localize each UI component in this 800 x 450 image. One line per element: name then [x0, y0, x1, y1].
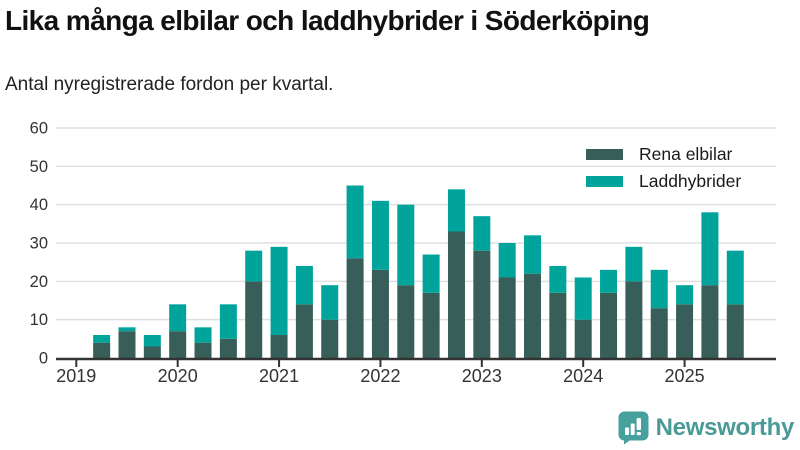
- bar-segment-laddhybrider: [676, 285, 694, 305]
- bar-segment-rena-elbilar: [194, 342, 212, 358]
- y-tick-label: 30: [30, 235, 48, 253]
- bar-segment-rena-elbilar: [549, 292, 567, 358]
- y-tick-label: 0: [39, 350, 48, 368]
- bar-segment-rena-elbilar: [169, 331, 187, 358]
- bar-segment-rena-elbilar: [219, 338, 237, 358]
- bar-segment-laddhybrider: [549, 266, 567, 293]
- bar-segment-rena-elbilar: [726, 304, 744, 358]
- page-subtitle: Antal nyregistrerade fordon per kvartal.: [5, 74, 334, 95]
- bar-segment-laddhybrider: [194, 327, 212, 343]
- page-title: Lika många elbilar och laddhybrider i Sö…: [5, 5, 650, 36]
- bar-segment-rena-elbilar: [650, 308, 668, 358]
- newsworthy-logo-icon: [618, 411, 649, 445]
- legend-label: Rena elbilar: [639, 144, 733, 164]
- bar-segment-rena-elbilar: [676, 304, 694, 358]
- y-tick-label: 50: [30, 158, 48, 176]
- bar-segment-rena-elbilar: [473, 250, 491, 358]
- bar-segment-laddhybrider: [422, 254, 440, 293]
- bar-segment-laddhybrider: [498, 243, 516, 278]
- bar-segment-rena-elbilar: [321, 319, 339, 358]
- bar-segment-laddhybrider: [270, 246, 288, 335]
- bar-segment-rena-elbilar: [447, 231, 465, 358]
- x-tick-label: 2024: [563, 366, 603, 386]
- bar-segment-rena-elbilar: [625, 281, 643, 358]
- bar-segment-rena-elbilar: [524, 273, 542, 358]
- bar-segment-rena-elbilar: [346, 258, 364, 358]
- y-tick-label: 60: [30, 120, 48, 138]
- bar-segment-laddhybrider: [473, 216, 491, 251]
- bar-segment-laddhybrider: [600, 269, 618, 293]
- y-tick-label: 40: [30, 196, 48, 214]
- bar-segment-rena-elbilar: [245, 281, 263, 358]
- bar-segment-rena-elbilar: [574, 319, 592, 358]
- bar-segment-rena-elbilar: [295, 304, 313, 358]
- bar-segment-rena-elbilar: [93, 342, 111, 358]
- newsworthy-logo: Newsworthy: [618, 411, 794, 445]
- legend-label: Laddhybrider: [639, 171, 741, 191]
- legend-swatch: [586, 149, 623, 160]
- logo-bars-glyph: [624, 418, 641, 436]
- bar-segment-rena-elbilar: [498, 277, 516, 358]
- y-tick-label: 20: [30, 273, 48, 291]
- bar-segment-laddhybrider: [650, 269, 668, 309]
- bar-segment-laddhybrider: [524, 235, 542, 274]
- x-tick-label: 2022: [360, 366, 400, 386]
- bar-segment-laddhybrider: [346, 185, 364, 259]
- legend-swatch: [586, 176, 623, 187]
- bar-segment-laddhybrider: [574, 277, 592, 320]
- x-tick-label: 2021: [259, 366, 299, 386]
- bar-segment-rena-elbilar: [371, 269, 389, 358]
- bar-segment-rena-elbilar: [118, 331, 136, 358]
- bar-segment-rena-elbilar: [397, 285, 415, 358]
- bar-segment-rena-elbilar: [143, 346, 161, 358]
- bar-segment-laddhybrider: [371, 200, 389, 270]
- x-tick-label: 2019: [56, 366, 96, 386]
- bar-segment-laddhybrider: [321, 285, 339, 320]
- bar-segment-laddhybrider: [625, 246, 643, 282]
- x-tick-label: 2020: [158, 366, 198, 386]
- x-tick-label: 2023: [462, 366, 502, 386]
- bar-segment-rena-elbilar: [701, 285, 719, 358]
- bar-segment-laddhybrider: [169, 304, 187, 332]
- bar-segment-laddhybrider: [295, 266, 313, 305]
- y-tick-label: 10: [30, 311, 48, 329]
- newsworthy-wordmark: Newsworthy: [655, 414, 795, 441]
- bar-segment-laddhybrider: [245, 250, 263, 282]
- x-tick-label: 2025: [665, 366, 705, 386]
- bar-segment-rena-elbilar: [422, 292, 440, 358]
- bar-segment-rena-elbilar: [270, 335, 288, 358]
- bar-segment-laddhybrider: [397, 204, 415, 286]
- bar-segment-laddhybrider: [701, 212, 719, 286]
- bar-segment-laddhybrider: [118, 327, 136, 332]
- bar-segment-rena-elbilar: [600, 292, 618, 358]
- logo-bubble-tail: [623, 438, 633, 445]
- bar-segment-laddhybrider: [143, 335, 161, 347]
- bar-segment-laddhybrider: [726, 250, 744, 305]
- bar-segment-laddhybrider: [219, 304, 237, 339]
- bar-segment-laddhybrider: [447, 189, 465, 232]
- bar-segment-laddhybrider: [93, 335, 111, 343]
